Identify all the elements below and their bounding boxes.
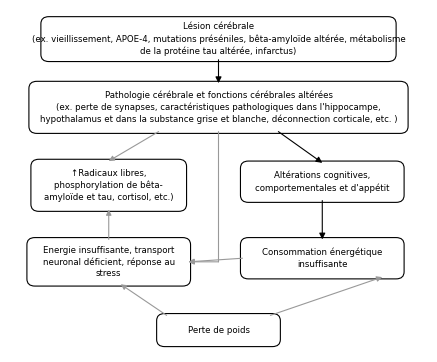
Text: Altérations cognitives,
comportementales et d'appétit: Altérations cognitives, comportementales… <box>255 171 389 193</box>
FancyBboxPatch shape <box>29 81 408 134</box>
FancyBboxPatch shape <box>31 159 187 211</box>
FancyBboxPatch shape <box>156 313 281 346</box>
FancyBboxPatch shape <box>240 161 404 202</box>
FancyBboxPatch shape <box>41 17 396 62</box>
Text: Energie insuffisante, transport
neuronal déficient, réponse au
stress: Energie insuffisante, transport neuronal… <box>43 245 175 278</box>
Text: Pathologie cérébrale et fonctions cérébrales altérées
(ex. perte de synapses, ca: Pathologie cérébrale et fonctions cérébr… <box>40 90 397 124</box>
Text: Perte de poids: Perte de poids <box>187 325 250 334</box>
Text: Consommation énergétique
insuffisante: Consommation énergétique insuffisante <box>262 248 382 269</box>
FancyBboxPatch shape <box>240 237 404 279</box>
Text: ↑Radicaux libres,
phosphorylation de bêta-
amyloïde et tau, cortisol, etc.): ↑Radicaux libres, phosphorylation de bêt… <box>44 169 173 202</box>
Text: Lésion cérébrale
(ex. vieillissement, APOE-4, mutations préséniles, bêta-amyloïd: Lésion cérébrale (ex. vieillissement, AP… <box>31 22 406 56</box>
FancyBboxPatch shape <box>27 237 191 286</box>
